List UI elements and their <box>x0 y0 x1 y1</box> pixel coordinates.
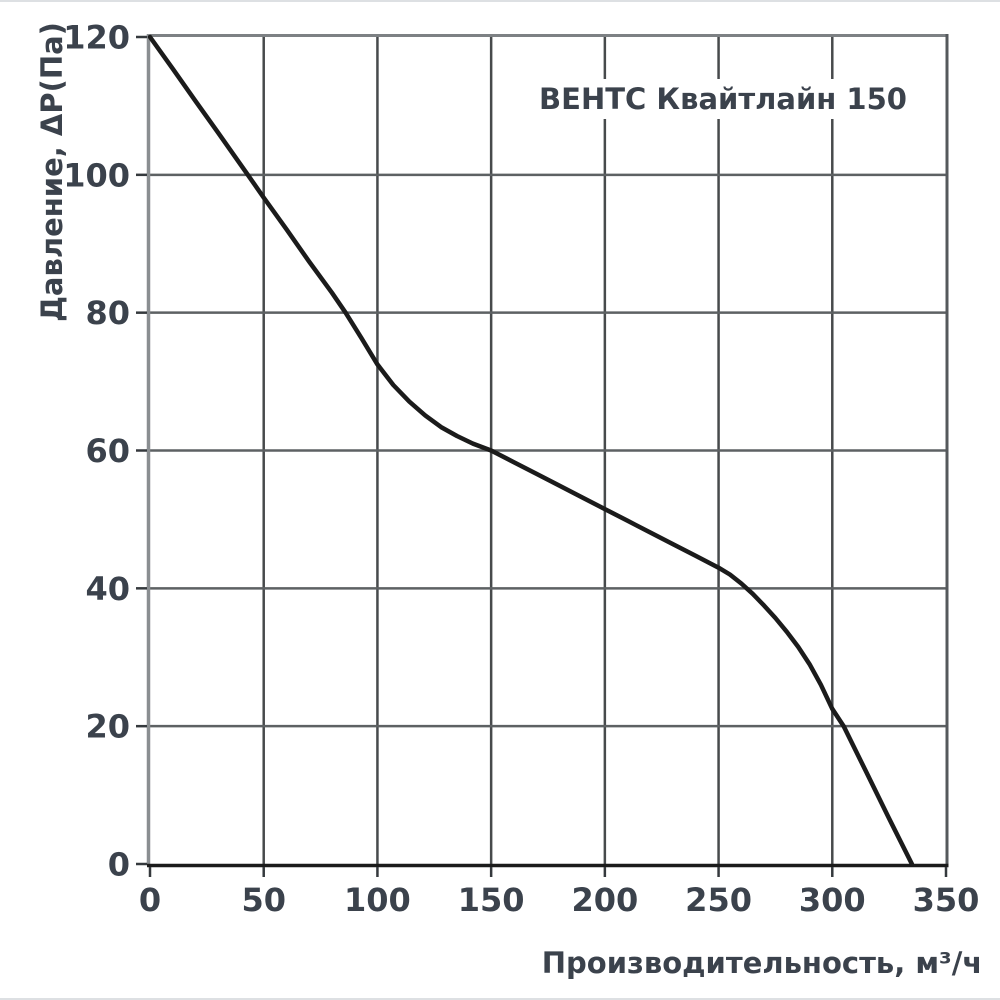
x-tick-label: 50 <box>241 881 286 919</box>
x-tick-label: 250 <box>685 881 752 919</box>
page-top-divider <box>0 0 1000 2</box>
x-tick-label: 200 <box>571 881 638 919</box>
y-tick-label: 40 <box>85 570 130 608</box>
y-tick-label: 0 <box>108 846 130 884</box>
y-tick-label: 120 <box>63 19 130 57</box>
performance-curve <box>147 34 915 867</box>
y-tick-label: 100 <box>63 156 130 194</box>
x-axis-title: Производительность, м³/ч <box>541 946 983 980</box>
page-bottom-divider <box>0 998 1000 1000</box>
x-tick-label: 100 <box>344 881 411 919</box>
y-axis-title: Давление, ΔР(Па) <box>35 22 69 322</box>
x-tick-label: 150 <box>458 881 525 919</box>
chart-title: ВЕНТС Квайтлайн 150 <box>523 79 923 119</box>
x-tick-label: 300 <box>799 881 866 919</box>
y-tick-label: 80 <box>85 294 130 332</box>
x-tick-label: 350 <box>913 881 980 919</box>
x-tick-label: 0 <box>139 881 161 919</box>
y-tick-label: 60 <box>85 432 130 470</box>
y-tick-label: 20 <box>85 708 130 746</box>
